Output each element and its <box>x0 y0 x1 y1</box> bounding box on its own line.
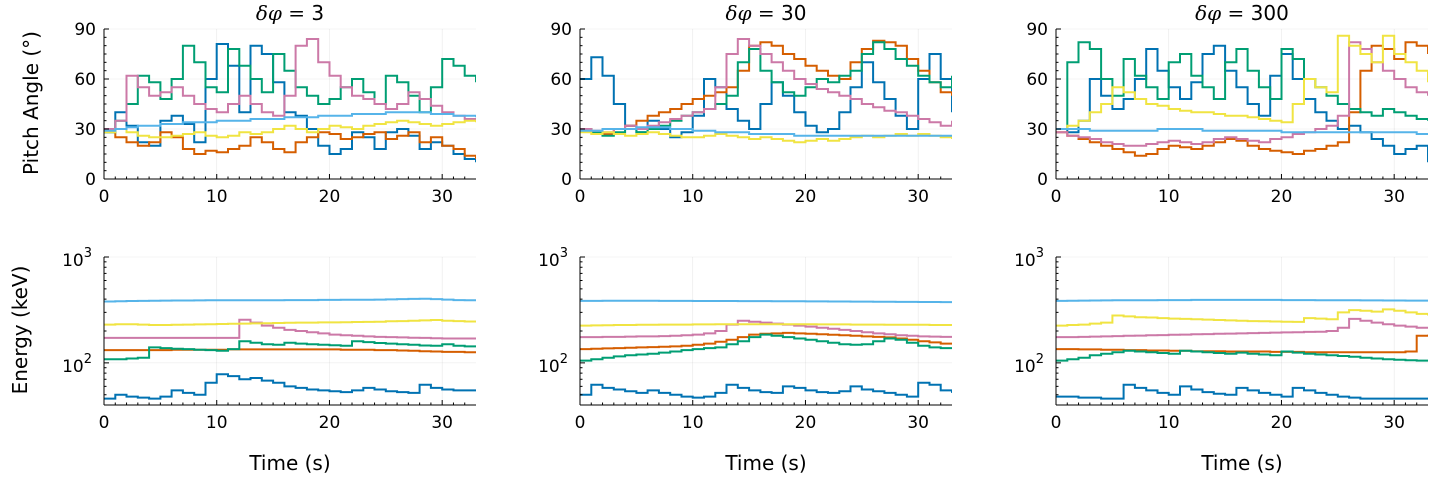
x-tick-label: 0 <box>99 187 110 207</box>
y-tick-label: 0 <box>85 170 96 190</box>
series-line <box>1056 41 1428 130</box>
series-line <box>580 38 952 134</box>
x-tick-label: 30 <box>1383 413 1405 433</box>
series-line <box>104 119 476 139</box>
x-tick-label: 10 <box>206 413 228 433</box>
series-line <box>1056 298 1428 302</box>
y-tick-label: 30 <box>550 120 572 140</box>
x-tick-label: 20 <box>795 187 817 207</box>
series-line <box>104 44 476 134</box>
series-line <box>104 318 476 340</box>
y-tick-label: 102 <box>1014 352 1044 377</box>
series-line <box>104 319 476 326</box>
y-tick-label: 103 <box>62 246 92 271</box>
x-tick-label: 30 <box>431 187 453 207</box>
series-line <box>580 299 952 304</box>
series-line <box>104 340 476 361</box>
y-tick-label: 103 <box>538 246 568 271</box>
x-tick-label: 30 <box>907 187 929 207</box>
panel-title: δφ = 30 <box>726 1 807 25</box>
x-tick-label: 30 <box>431 413 453 433</box>
series-group <box>1056 298 1428 400</box>
series-line <box>104 38 476 130</box>
x-tick-label: 10 <box>206 187 228 207</box>
axis-labels: Pitch Angle (°) Energy (keV) Time (s) Ti… <box>8 31 1283 475</box>
x-tick-label: 0 <box>1051 187 1062 207</box>
time-xlabel-col3: Time (s) <box>1200 451 1282 475</box>
x-tick-label: 30 <box>907 413 929 433</box>
x-tick-label: 20 <box>319 187 341 207</box>
panel-title: δφ = 3 <box>256 1 324 25</box>
y-tick-label: 60 <box>74 70 96 90</box>
series-line <box>104 111 476 132</box>
panel-r1-c2: 0 10 20 30 102 103 <box>1014 246 1428 433</box>
y-tick-label: 103 <box>1014 246 1044 271</box>
pitch-angle-ylabel: Pitch Angle (°) <box>19 31 43 175</box>
panel-title: δφ = 300 <box>1195 1 1289 25</box>
y-tick-label: 0 <box>1037 170 1048 190</box>
y-tick-label: 60 <box>1026 70 1048 90</box>
series-line <box>1056 41 1428 147</box>
time-xlabel-col1: Time (s) <box>248 451 330 475</box>
x-tick-label: 20 <box>319 413 341 433</box>
panel-r1-c0: 0 10 20 30 102 103 <box>62 246 476 433</box>
y-tick-label: 30 <box>1026 120 1048 140</box>
series-group <box>104 38 476 163</box>
y-tick-label: 102 <box>62 352 92 377</box>
series-group <box>580 38 952 144</box>
series-group <box>104 297 476 400</box>
series-line <box>580 381 952 399</box>
panel-r1-c1: 0 10 20 30 102 103 <box>538 246 952 433</box>
x-tick-label: 10 <box>1158 187 1180 207</box>
time-xlabel-col2: Time (s) <box>724 451 806 475</box>
series-line <box>1056 34 1428 130</box>
x-tick-label: 10 <box>682 413 704 433</box>
x-tick-label: 20 <box>1271 187 1293 207</box>
series-line <box>1056 317 1428 339</box>
x-tick-label: 0 <box>575 187 586 207</box>
y-tick-label: 102 <box>538 352 568 377</box>
panel-r0-c2: 0 10 20 30 0 30 60 90 δφ = 300 <box>1026 1 1428 207</box>
series-line <box>1056 334 1428 354</box>
panel-r0-c1: 0 10 20 30 0 30 60 90 δφ = 30 <box>550 1 952 207</box>
series-group <box>1056 34 1428 163</box>
x-tick-label: 20 <box>1271 413 1293 433</box>
series-line <box>104 373 476 400</box>
series-group <box>580 299 952 399</box>
series-line <box>104 128 476 159</box>
y-tick-label: 90 <box>550 20 572 40</box>
x-tick-label: 0 <box>1051 413 1062 433</box>
x-tick-label: 10 <box>1158 413 1180 433</box>
y-tick-label: 30 <box>74 120 96 140</box>
series-line <box>580 323 952 327</box>
series-line <box>104 297 476 303</box>
x-tick-label: 30 <box>1383 187 1405 207</box>
series-line <box>1056 128 1428 135</box>
y-tick-label: 90 <box>74 20 96 40</box>
x-tick-label: 20 <box>795 413 817 433</box>
series-line <box>580 333 952 362</box>
series-line <box>580 39 952 135</box>
y-tick-label: 60 <box>550 70 572 90</box>
series-line <box>580 126 952 137</box>
panel-r0-c0: 0 10 20 30 0 30 60 90 δφ = 3 <box>74 1 476 207</box>
y-tick-label: 0 <box>561 170 572 190</box>
series-line <box>104 348 476 354</box>
series-line <box>1056 349 1428 362</box>
energy-ylabel: Energy (keV) <box>8 266 32 395</box>
y-tick-label: 90 <box>1026 20 1048 40</box>
x-tick-label: 0 <box>575 413 586 433</box>
series-line <box>1056 308 1428 327</box>
series-line <box>1056 383 1428 400</box>
x-tick-label: 10 <box>682 187 704 207</box>
x-tick-label: 0 <box>99 413 110 433</box>
